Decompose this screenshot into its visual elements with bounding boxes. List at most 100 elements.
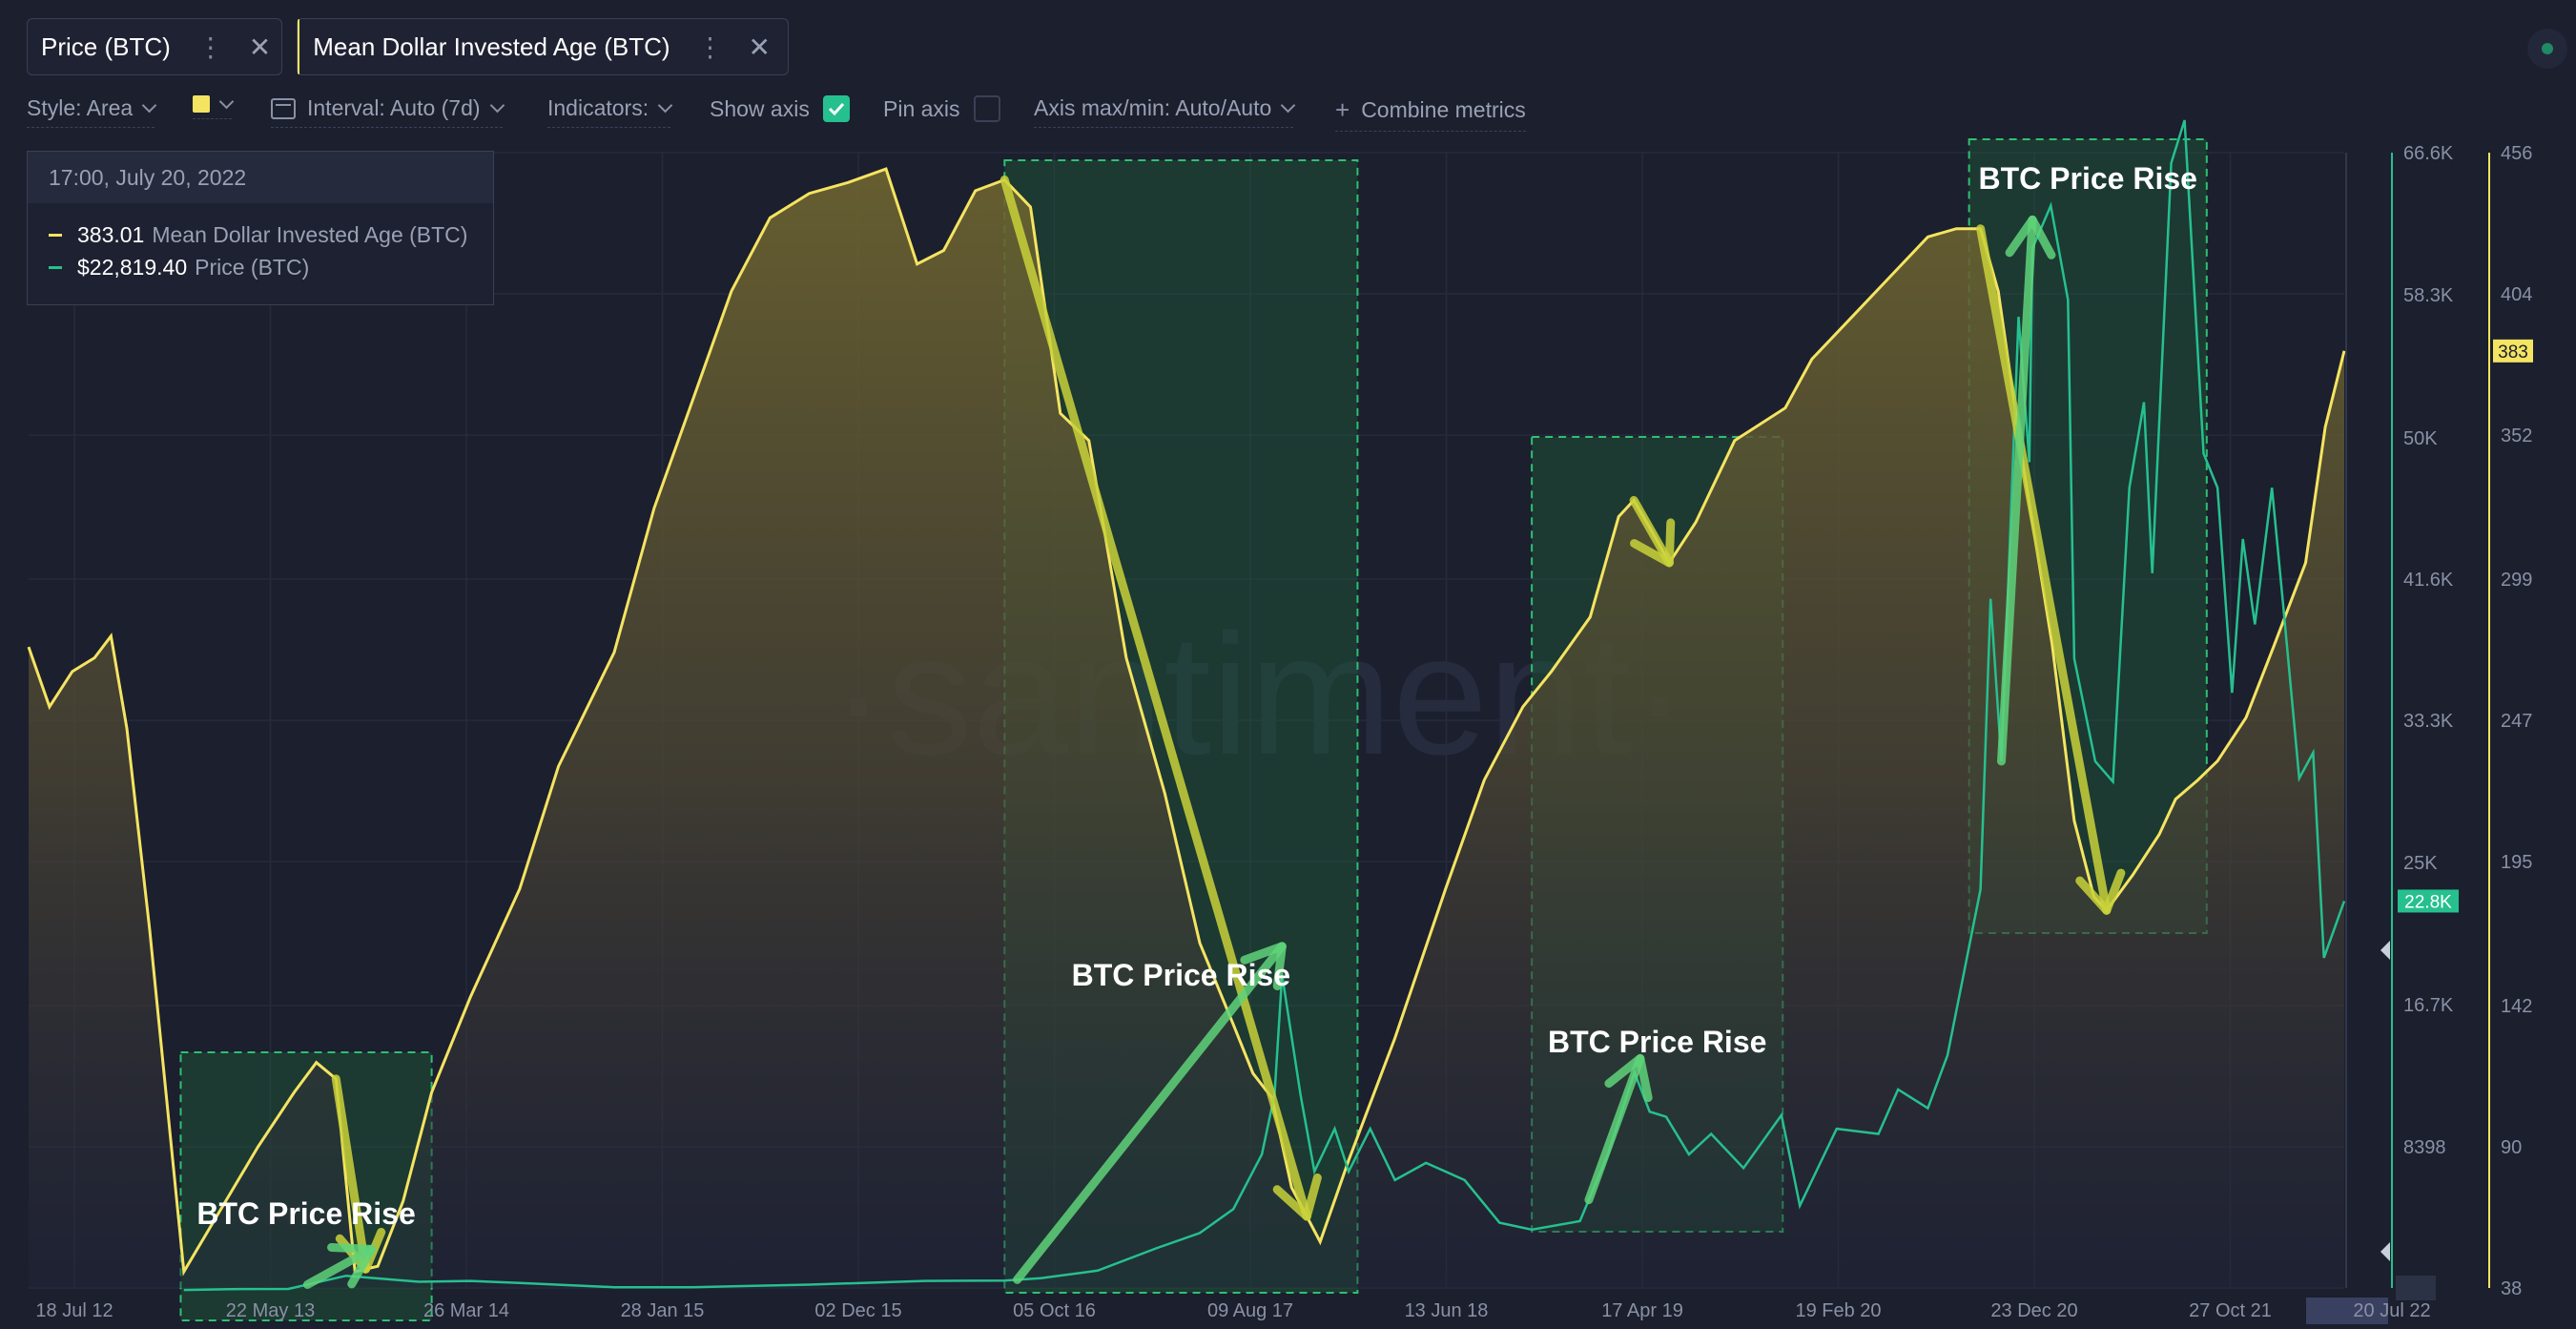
mdia-drop-arrow-head [1630,518,1676,568]
mdia-current-badge [2493,339,2533,363]
pin-axis-label: Pin axis [883,95,960,121]
x-tick-label: 20 Jul 22 [2353,1300,2430,1321]
x-tick-label: 13 Jun 18 [1405,1300,1489,1321]
price-axis-tick: 58.3K [2403,285,2454,306]
annotation-label: BTC Price Rise [1979,161,2197,196]
series-color-marker [49,233,62,237]
axis-minmax-dropdown[interactable]: Axis max/min: Auto/Auto [1034,95,1296,128]
status-dot-icon[interactable] [2527,29,2567,69]
price-current-value: 22.8K [2404,892,2452,912]
mdia-drop-arrow-head [2075,868,2126,915]
pin-axis-toggle[interactable]: Pin axis [883,95,1000,128]
tooltip-series-name: Mean Dollar Invested Age (BTC) [152,222,468,247]
mdia-drop-arrow [331,1074,371,1274]
x-tick-label: 09 Aug 17 [1207,1300,1293,1321]
tooltip-row-mdia: 383.01 Mean Dollar Invested Age (BTC) [28,218,493,251]
series-color-marker [49,265,62,269]
metric-color-indicator [298,19,300,74]
combine-metrics-button[interactable]: + Combine metrics [1335,95,1526,132]
mdia-axis-tick: 247 [2501,711,2532,732]
color-picker[interactable] [193,93,235,119]
mdia-axis-tick: 90 [2501,1137,2522,1158]
tooltip-date: 17:00, July 20, 2022 [28,152,493,203]
interval-label: Interval: Auto (7d) [307,95,481,120]
chart-axes: 18 Jul 12 22 May 13 26 Mar 14 28 Jan 15 02 D… [35,143,2533,1324]
price-rise-arrow-head [1604,1053,1653,1103]
x-tick-label: 28 Jan 15 [621,1300,705,1321]
more-options-icon[interactable]: ⋮ [696,31,724,62]
plus-icon: + [1335,95,1350,124]
metric-tab-label: Mean Dollar Invested Age (BTC) [313,31,670,61]
metric-tab-price[interactable]: Price (BTC) ⋮ ✕ [27,18,282,75]
check-icon [828,102,844,116]
price-axis-tick: 25K [2403,853,2438,874]
indicators-dropdown[interactable]: Indicators: [547,95,673,128]
color-swatch [193,95,210,113]
mdia-axis-tick: 142 [2501,996,2532,1017]
mdia-axis-tick: 456 [2501,143,2532,164]
show-axis-toggle[interactable]: Show axis [710,95,850,128]
price-rise-arrow-head [2005,215,2056,260]
show-axis-checkbox[interactable] [822,95,850,122]
indicators-label: Indicators: [547,95,649,120]
metric-tab-mdia[interactable]: Mean Dollar Invested Age (BTC) ⋮ ✕ [297,18,789,75]
price-min-badge [2396,1276,2436,1300]
price-rise-arrow [1584,1053,1645,1205]
style-label: Style: Area [27,95,134,120]
price-rise-arrow [1013,942,1287,1284]
x-cursor-badge [2306,1298,2388,1324]
tooltip-series-name: Price (BTC) [195,255,310,280]
price-rise-arrow [1997,215,2037,766]
calendar-icon [271,97,296,119]
mdia-drop-arrow [1976,224,2112,915]
x-tick-label: 23 Dec 20 [1990,1300,2077,1321]
price-current-badge [2398,889,2459,913]
x-tick-label: 19 Feb 20 [1795,1300,1881,1321]
mdia-axis-tick: 38 [2501,1278,2522,1299]
annotation-labels: BTC Price Rise BTC Price Rise BTC Price Ri… [196,161,2197,1231]
x-tick-label: 18 Jul 12 [35,1300,113,1321]
tooltip-value: $22,819.40 [77,255,188,280]
x-tick-label: 22 May 13 [226,1300,315,1321]
tooltip-value: 383.01 [77,222,145,247]
x-tick-label: 05 Oct 16 [1013,1300,1096,1321]
x-tick-label: 02 Dec 15 [814,1300,901,1321]
mdia-drop-arrow [999,175,1311,1221]
price-axis-tick: 66.6K [2403,143,2454,164]
price-line [183,119,2346,1292]
style-dropdown[interactable]: Style: Area [27,95,157,128]
interval-dropdown[interactable]: Interval: Auto (7d) [271,95,505,128]
price-axis-tick: 50K [2403,428,2438,449]
mdia-area [29,169,2344,1289]
mdia-axis-tick: 195 [2501,852,2532,873]
axis-marker-icon [2380,1242,2390,1261]
chart-tooltip: 17:00, July 20, 2022 383.01 Mean Dollar … [27,151,494,305]
axis-minmax-label: Axis max/min: Auto/Auto [1034,95,1272,120]
price-axis-tick: 33.3K [2403,711,2454,732]
axis-marker-icon [2380,941,2390,960]
annotation-label: BTC Price Rise [1072,958,1290,992]
pin-axis-checkbox[interactable] [973,95,1000,122]
mdia-current-value: 383 [2498,343,2528,363]
price-rise-arrow [302,1244,376,1289]
mdia-axis-tick: 404 [2501,284,2532,305]
annotation-label: BTC Price Rise [196,1196,415,1231]
price-rise-arrow-head [1240,942,1287,991]
x-tick-label: 17 Apr 19 [1601,1300,1683,1321]
metric-tab-label: Price (BTC) [41,31,171,61]
close-icon[interactable]: ✕ [748,31,771,62]
x-tick-label: 27 Oct 21 [2189,1300,2272,1321]
price-axis-tick: 16.7K [2403,995,2454,1016]
annotation-label: BTC Price Rise [1548,1025,1766,1059]
show-axis-label: Show axis [710,95,810,121]
tooltip-row-price: $22,819.40 Price (BTC) [28,251,493,283]
price-rise-arrow-head [327,1242,376,1289]
mdia-drop-arrow [1629,495,1674,568]
more-options-icon[interactable]: ⋮ [196,31,224,62]
annotation-arrows [302,175,2126,1289]
close-icon[interactable]: ✕ [248,31,272,62]
price-axis-tick: 8398 [2403,1137,2446,1158]
mdia-axis-tick: 299 [2501,570,2532,591]
